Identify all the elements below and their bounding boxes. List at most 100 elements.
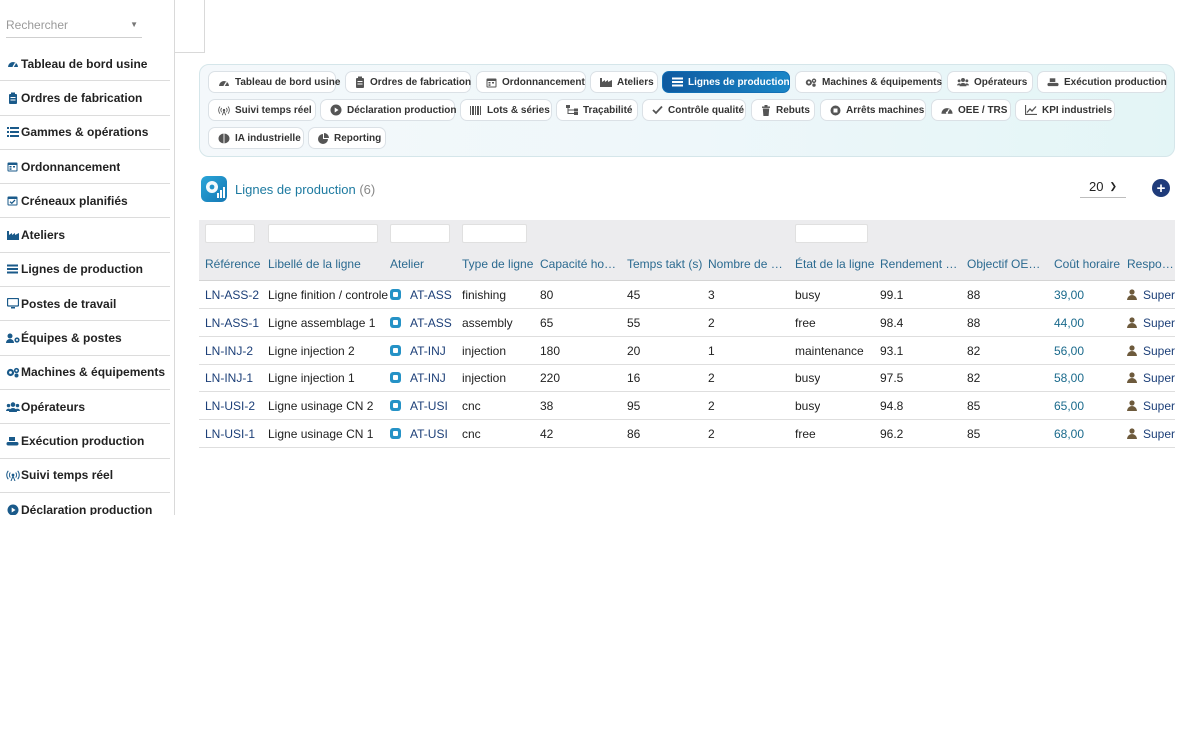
column-header[interactable]: Nombre de p… bbox=[708, 257, 788, 271]
sidebar-item-tableau-de-bord-usine[interactable]: Tableau de bord usine bbox=[0, 47, 170, 82]
cell-workshop-link[interactable]: AT-ASS bbox=[410, 315, 452, 330]
sidebar-item-ordonnancement[interactable]: Ordonnancement bbox=[0, 150, 170, 185]
tab-label: Contrôle qualité bbox=[668, 104, 745, 116]
table-cell[interactable]: AT-INJ bbox=[390, 344, 446, 358]
cell-workshop-link[interactable]: AT-USI bbox=[410, 427, 448, 441]
column-filter-input[interactable] bbox=[462, 224, 527, 243]
sidebar-item-gammes-operations[interactable]: Gammes & opérations bbox=[0, 116, 170, 150]
cell-reference-link[interactable]: LN-USI-2 bbox=[205, 399, 256, 414]
table-cell[interactable]: AT-INJ bbox=[390, 371, 446, 385]
cell-reference-link[interactable]: LN-INJ-2 bbox=[205, 343, 254, 358]
column-header[interactable]: Objectif OEE… bbox=[967, 257, 1047, 271]
tab-oee-trs[interactable]: OEE / TRS bbox=[931, 99, 1011, 121]
tab-tableau-de-bord-usine[interactable]: Tableau de bord usine bbox=[208, 71, 340, 93]
per-page-select[interactable]: 20 ❯ bbox=[1080, 176, 1126, 198]
cell-reference-link[interactable]: LN-INJ-1 bbox=[205, 371, 254, 386]
cell-responsible[interactable]: SuperA bbox=[1143, 427, 1175, 441]
gears-icon bbox=[5, 365, 20, 379]
tab-lignes-de-production[interactable]: Lignes de production bbox=[662, 71, 790, 93]
column-filter-input[interactable] bbox=[390, 224, 450, 243]
tab-tracabilite[interactable]: Traçabilité bbox=[556, 99, 638, 121]
column-header[interactable]: Référence bbox=[205, 257, 261, 271]
cell-responsible[interactable]: SuperA bbox=[1143, 288, 1175, 302]
tab-reporting[interactable]: Reporting bbox=[308, 127, 386, 149]
cell-reference-link[interactable]: LN-ASS-1 bbox=[205, 315, 260, 330]
sidebar-item-execution-production[interactable]: Exécution production bbox=[0, 424, 170, 459]
tab-execution-production[interactable]: Exécution production bbox=[1037, 71, 1167, 93]
column-header[interactable]: Atelier bbox=[390, 257, 425, 271]
sidebar-item-lignes-de-production[interactable]: Lignes de production bbox=[0, 253, 170, 288]
table-row[interactable]: LN-USI-1 Ligne usinage CN 1 AT-USI cnc 42 86 2… bbox=[199, 420, 1175, 448]
tab-machines-equipements[interactable]: Machines & équipements bbox=[795, 71, 942, 93]
table-row[interactable]: LN-ASS-2 Ligne finition / controle AT-ASS f… bbox=[199, 281, 1175, 309]
search-dropdown-edge bbox=[175, 0, 205, 53]
column-header[interactable]: Coût horaire bbox=[1054, 257, 1121, 271]
cell-responsible[interactable]: SuperA bbox=[1143, 371, 1175, 386]
sidebar-item-ateliers[interactable]: Ateliers bbox=[0, 218, 170, 253]
cell-workshop-link[interactable]: AT-USI bbox=[410, 399, 448, 414]
column-filter-input[interactable] bbox=[795, 224, 868, 243]
table-row[interactable]: LN-ASS-1 Ligne assemblage 1 AT-ASS assembly… bbox=[199, 309, 1175, 337]
sidebar-item-suivi-temps-reel[interactable]: Suivi temps réel bbox=[0, 459, 170, 493]
column-header[interactable]: Libellé de la ligne bbox=[268, 257, 361, 271]
cell-responsible[interactable]: SuperA bbox=[1143, 315, 1175, 330]
tab-arrets-machines[interactable]: Arrêts machines bbox=[820, 99, 926, 121]
table-row[interactable]: LN-INJ-1 Ligne injection 1 AT-INJ injection… bbox=[199, 364, 1175, 393]
user-icon bbox=[1127, 428, 1137, 439]
table-cell[interactable]: SuperA bbox=[1127, 371, 1175, 385]
sidebar-item-creneaux-planifies[interactable]: Créneaux planifiés bbox=[0, 184, 170, 219]
cell-responsible[interactable]: SuperA bbox=[1143, 399, 1175, 414]
tab-kpi-industriels[interactable]: KPI industriels bbox=[1015, 99, 1115, 121]
sidebar-item-postes-de-travail[interactable]: Postes de travail bbox=[0, 287, 170, 322]
table-cell[interactable]: SuperA bbox=[1127, 399, 1175, 413]
cell-workshop-link[interactable]: AT-INJ bbox=[410, 343, 446, 358]
table-row[interactable]: LN-USI-2 Ligne usinage CN 2 AT-USI cnc 38 95 2… bbox=[199, 392, 1175, 421]
sidebar-item-declaration-production[interactable]: Déclaration production bbox=[0, 493, 170, 515]
tab-ia-industrielle[interactable]: IA industrielle bbox=[208, 127, 304, 149]
tab-controle-qualite[interactable]: Contrôle qualité bbox=[642, 99, 746, 121]
cell-workshop-link[interactable]: AT-INJ bbox=[410, 371, 446, 386]
column-filter-input[interactable] bbox=[268, 224, 378, 243]
sidebar-item-operateurs[interactable]: Opérateurs bbox=[0, 390, 170, 425]
table-cell[interactable]: SuperA bbox=[1127, 288, 1175, 302]
table-cell[interactable]: SuperA bbox=[1127, 427, 1175, 441]
add-button[interactable]: + bbox=[1152, 179, 1170, 197]
sidebar-item-label: Équipes & postes bbox=[21, 331, 122, 346]
column-header[interactable]: Temps takt (s) bbox=[627, 257, 703, 271]
cell-reference-link[interactable]: LN-ASS-2 bbox=[205, 288, 260, 302]
column-header[interactable]: État de la ligne bbox=[795, 257, 875, 271]
tab-ateliers[interactable]: Ateliers bbox=[590, 71, 658, 93]
tab-ordres-de-fabrication[interactable]: Ordres de fabrication bbox=[345, 71, 471, 93]
column-header[interactable]: Type de ligne bbox=[462, 257, 534, 271]
column-filter-input[interactable] bbox=[205, 224, 255, 243]
sidebar-item-label: Tableau de bord usine bbox=[21, 56, 148, 71]
tab-ordonnancement[interactable]: Ordonnancement bbox=[476, 71, 586, 93]
search-select[interactable]: ▼ bbox=[6, 14, 142, 38]
table-cell[interactable]: AT-USI bbox=[390, 399, 448, 413]
bars-icon bbox=[5, 262, 20, 276]
sidebar-item-ordres-de-fabrication[interactable]: Ordres de fabrication bbox=[0, 81, 170, 116]
cell-reference-link[interactable]: LN-USI-1 bbox=[205, 427, 256, 441]
sidebar-item-equipes-postes[interactable]: Équipes & postes bbox=[0, 321, 170, 356]
table-cell[interactable]: AT-ASS bbox=[390, 288, 452, 302]
table-cell[interactable]: AT-USI bbox=[390, 427, 448, 441]
cell-responsible[interactable]: SuperA bbox=[1143, 343, 1175, 358]
table-cell[interactable]: SuperA bbox=[1127, 316, 1175, 330]
table-cell[interactable]: AT-ASS bbox=[390, 316, 452, 330]
column-header[interactable]: Responsa bbox=[1127, 257, 1175, 271]
sidebar-item-machines-equipements[interactable]: Machines & équipements bbox=[0, 356, 170, 390]
tab-suivi-temps-reel[interactable]: Suivi temps réel bbox=[208, 99, 316, 121]
column-header[interactable]: Rendement (… bbox=[880, 257, 960, 271]
sidebar-item-label: Lignes de production bbox=[21, 262, 143, 277]
table-cell: 2 bbox=[708, 371, 715, 386]
table-row[interactable]: LN-INJ-2 Ligne injection 2 AT-INJ injection… bbox=[199, 337, 1175, 365]
tab-rebuts[interactable]: Rebuts bbox=[751, 99, 815, 121]
column-header[interactable]: Capacité hor… bbox=[540, 257, 620, 271]
caret-down-icon[interactable]: ▼ bbox=[130, 20, 138, 29]
table-cell[interactable]: SuperA bbox=[1127, 344, 1175, 358]
cell-workshop-link[interactable]: AT-ASS bbox=[410, 288, 452, 302]
tab-operateurs[interactable]: Opérateurs bbox=[947, 71, 1033, 93]
search-input[interactable] bbox=[6, 14, 126, 36]
tab-declaration-production[interactable]: Déclaration production bbox=[320, 99, 456, 121]
tab-lots-series[interactable]: Lots & séries bbox=[460, 99, 552, 121]
